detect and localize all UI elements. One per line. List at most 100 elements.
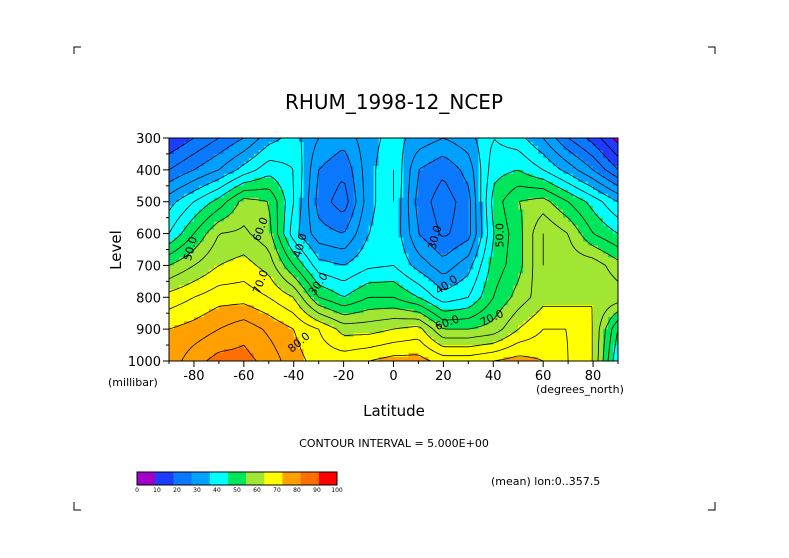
heatmap-cell [498, 353, 504, 358]
heatmap-cell [223, 138, 230, 143]
heatmap-cell [548, 213, 554, 219]
heatmap-cell [288, 313, 295, 318]
heatmap-cell [263, 297, 270, 302]
heatmap-cell [218, 157, 225, 163]
heatmap-cell [503, 209, 509, 215]
heatmap-cell [278, 297, 285, 302]
heatmap-cell [273, 329, 280, 334]
heatmap-cell [413, 233, 420, 239]
heatmap-cell [338, 253, 345, 259]
heatmap-cell [363, 313, 370, 318]
heatmap-cell [443, 201, 449, 207]
heatmap-cell [183, 337, 190, 342]
heatmap-cell [418, 229, 425, 235]
heatmap-cell [463, 157, 469, 163]
heatmap-cell [198, 193, 205, 199]
heatmap-cell [228, 269, 235, 274]
heatmap-cell [183, 229, 190, 235]
heatmap-cell [293, 285, 300, 290]
heatmap-cell [378, 197, 385, 203]
heatmap-cell [608, 165, 614, 171]
heatmap-cell [258, 193, 265, 199]
heatmap-cell [218, 201, 225, 207]
heatmap-cell [578, 229, 584, 235]
heatmap-cell [488, 353, 494, 358]
heatmap-cell [468, 225, 474, 231]
heatmap-cell [548, 241, 554, 247]
heatmap-cell [169, 277, 175, 282]
heatmap-cell [358, 277, 365, 282]
heatmap-cell [193, 249, 200, 255]
heatmap-cell [603, 161, 609, 167]
heatmap-cell [293, 313, 300, 318]
heatmap-cell [278, 177, 285, 183]
heatmap-cell [593, 301, 599, 306]
heatmap-cell [218, 165, 225, 171]
heatmap-cell [169, 269, 175, 274]
heatmap-cell [188, 241, 195, 247]
heatmap-cell [608, 233, 614, 239]
heatmap-cell [178, 353, 185, 358]
heatmap-cell [403, 213, 410, 219]
heatmap-cell [538, 229, 544, 235]
heatmap-cell [233, 173, 240, 179]
heatmap-cell [553, 345, 559, 350]
heatmap-cell [368, 141, 375, 147]
heatmap-cell [518, 341, 524, 346]
heatmap-cell [368, 173, 375, 179]
heatmap-cell [573, 217, 579, 223]
heatmap-cell [243, 261, 250, 267]
heatmap-cell [513, 261, 519, 267]
heatmap-cell [358, 289, 365, 294]
heatmap-cell [363, 209, 370, 215]
heatmap-cell [223, 141, 230, 147]
heatmap-cell [608, 301, 614, 306]
heatmap-cell [283, 177, 290, 183]
heatmap-cell [203, 157, 210, 163]
heatmap-cell [488, 181, 494, 187]
heatmap-cell [383, 181, 390, 187]
heatmap-cell [408, 157, 415, 163]
heatmap-cell [258, 173, 265, 179]
heatmap-cell [508, 317, 514, 322]
heatmap-cell [318, 289, 325, 294]
heatmap-cell [453, 257, 459, 263]
heatmap-cell [268, 293, 275, 298]
heatmap-cell [303, 201, 310, 207]
heatmap-cell [318, 341, 325, 346]
heatmap-cell [518, 197, 524, 203]
heatmap-cell [343, 161, 350, 167]
heatmap-cell [498, 249, 504, 255]
heatmap-cell [258, 285, 265, 290]
heatmap-cell [183, 209, 190, 215]
heatmap-cell [428, 261, 435, 267]
heatmap-cell [258, 157, 265, 163]
heatmap-cell [278, 289, 285, 294]
heatmap-cell [293, 353, 300, 358]
heatmap-cell [178, 237, 185, 243]
heatmap-cell [278, 325, 285, 330]
heatmap-cell [243, 329, 250, 334]
heatmap-cell [253, 353, 260, 358]
heatmap-cell [518, 181, 524, 187]
heatmap-cell [413, 157, 420, 163]
heatmap-cell [288, 153, 295, 159]
heatmap-cell [488, 301, 494, 306]
heatmap-cell [428, 189, 435, 195]
heatmap-cell [328, 357, 335, 361]
heatmap-cell [173, 269, 180, 274]
heatmap-cell [548, 193, 554, 199]
heatmap-cell [583, 265, 589, 271]
heatmap-cell [593, 209, 599, 215]
heatmap-cell [258, 181, 265, 187]
heatmap-cell [563, 345, 569, 350]
heatmap-cell [603, 197, 609, 203]
heatmap-cell [433, 353, 439, 358]
heatmap-cell [433, 337, 439, 342]
heatmap-cell [323, 317, 330, 322]
heatmap-cell [169, 169, 175, 175]
heatmap-cell [283, 285, 290, 290]
heatmap-cell [378, 345, 385, 350]
heatmap-cell [173, 349, 180, 354]
crop-mark-top-right [708, 46, 716, 54]
